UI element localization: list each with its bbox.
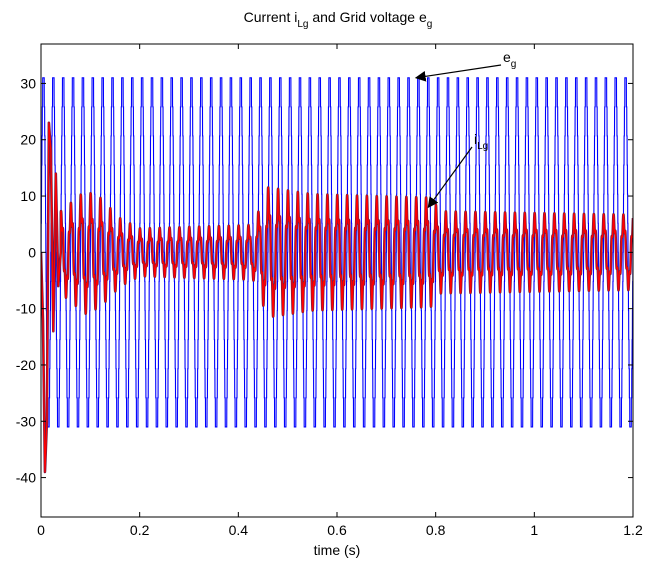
chart-title: Current iLg and Grid voltage eg bbox=[244, 9, 433, 30]
annotation-label: eg bbox=[503, 49, 516, 70]
x-tick-label: 0.6 bbox=[327, 522, 347, 538]
annotations: eg iLg bbox=[414, 49, 516, 209]
series-line-grid-voltage bbox=[41, 77, 633, 428]
annotation-label: iLg bbox=[474, 131, 488, 152]
y-tick-label: 20 bbox=[20, 132, 36, 148]
annotation-arrow bbox=[414, 64, 502, 82]
y-tick-label: -30 bbox=[16, 413, 36, 429]
y-tick-label: -40 bbox=[16, 470, 36, 486]
x-tick-label: 0 bbox=[37, 522, 45, 538]
x-tick-label: 0.8 bbox=[426, 522, 446, 538]
chart-title-middle: and Grid voltage e bbox=[312, 9, 427, 25]
chart-title-e-subscript: g bbox=[427, 19, 433, 30]
chart-title-i-subscript: Lg bbox=[297, 19, 308, 30]
y-tick-label: -20 bbox=[16, 357, 36, 373]
x-tick-label: 0.2 bbox=[130, 522, 150, 538]
chart-title-prefix: Current i bbox=[244, 9, 298, 25]
series-line-current bbox=[41, 122, 633, 473]
y-tick-label: 30 bbox=[20, 75, 36, 91]
y-tick-label: -10 bbox=[16, 301, 36, 317]
y-axis-ticks: 30 20 10 0 -10 -20 -30 -40 bbox=[16, 75, 633, 486]
x-tick-label: 1.2 bbox=[623, 522, 643, 538]
x-axis-ticks: 0 0.2 0.4 0.6 0.8 1 1.2 bbox=[37, 44, 643, 538]
y-tick-label: 0 bbox=[28, 244, 36, 260]
x-axis-label: time (s) bbox=[314, 542, 361, 558]
annotation-arrow bbox=[427, 146, 473, 209]
x-tick-label: 1 bbox=[530, 522, 538, 538]
x-tick-label: 0.4 bbox=[229, 522, 249, 538]
y-tick-label: 10 bbox=[20, 188, 36, 204]
